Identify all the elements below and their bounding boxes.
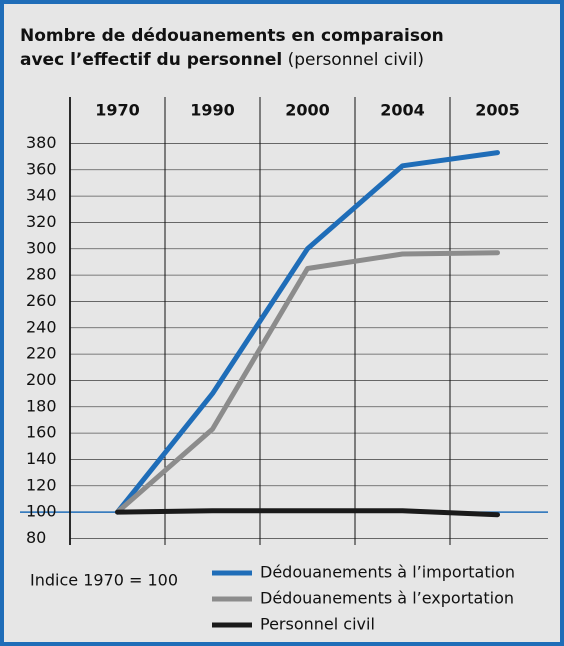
y-tick-label: 300 [26,238,57,257]
y-tick-label: 320 [26,212,57,231]
x-tick-label: 1970 [95,101,140,120]
legend-label: Dédouanements à l’importation [260,563,515,582]
chart-title: Nombre de dédouanements en comparaison [20,26,444,46]
y-tick-label: 340 [26,186,57,205]
y-tick-label: 220 [26,344,57,363]
x-tick-label: 1990 [190,101,235,120]
series-line [115,150,500,515]
y-tick-label: 380 [26,133,57,152]
y-tick-label: 240 [26,317,57,336]
y-tick-label: 260 [26,291,57,310]
y-tick-label: 200 [26,370,57,389]
y-tick-label: 160 [26,423,57,442]
legend-label: Personnel civil [260,615,375,634]
series-line [115,250,500,515]
y-tick-label: 100 [26,502,57,521]
legend-label: Dédouanements à l’exportation [260,589,514,608]
y-tick-label: 360 [26,159,57,178]
series-line [115,508,500,518]
chart-subtitle: (personnel civil) [288,50,424,70]
x-tick-label: 2005 [475,101,520,120]
y-tick-label: 120 [26,475,57,494]
y-tick-label: 180 [26,396,57,415]
y-tick-label: 280 [26,265,57,284]
x-tick-label: 2004 [380,101,425,120]
chart-title: avec l’effectif du personnel [20,50,282,70]
x-tick-label: 2000 [285,101,330,120]
annotation: Indice 1970 = 100 [30,571,178,590]
chart-title-line2: avec l’effectif du personnel (personnel … [20,50,424,70]
y-tick-label: 80 [26,528,46,547]
y-tick-label: 140 [26,449,57,468]
